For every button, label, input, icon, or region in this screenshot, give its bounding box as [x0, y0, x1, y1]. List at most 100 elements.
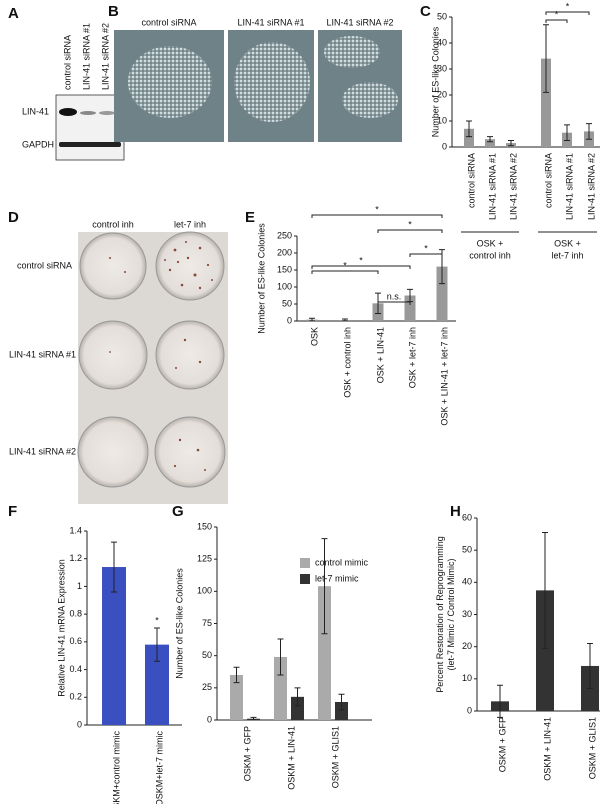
x-tick-label: LIN-41 siRNA #1 [564, 153, 574, 220]
panel-letter: C [420, 3, 431, 20]
lane-label: LIN-41 siRNA #2 [100, 23, 110, 90]
error-bar [309, 317, 315, 322]
bracket [311, 270, 379, 274]
y-tick-label: 75 [202, 618, 212, 628]
y-tick-label: 50 [202, 650, 212, 660]
annotation: n.s. [387, 291, 402, 301]
legend-label: let-7 mimic [315, 573, 359, 583]
bar [274, 656, 287, 720]
y-tick-label: 25 [202, 682, 212, 692]
error-bar [277, 638, 284, 676]
y-tick-label: 1.4 [69, 525, 82, 535]
panel-letter: H [450, 503, 461, 520]
x-tick-label: LIN-41 siRNA #2 [586, 153, 596, 220]
x-tick-label: OSK + LIN-41 + let-7 inh [439, 327, 449, 426]
legend-label: control mimic [315, 557, 369, 567]
y-tick-label: 125 [197, 554, 212, 564]
micrograph-label: LIN-41 siRNA #1 [237, 17, 304, 27]
y-axis-label: Relative LIN-41 mRNA Expression [56, 559, 66, 697]
row-label: LIN-41 [22, 106, 49, 116]
legend-swatch [300, 574, 310, 584]
y-tick-label: 50 [437, 11, 447, 21]
y-tick-label: 0 [442, 141, 447, 151]
group-label: OSK + [477, 238, 504, 248]
bar [404, 295, 416, 321]
x-tick-label: OSKM+let-7 mimic [154, 731, 164, 804]
bracket [377, 229, 443, 233]
y-axis-label: Number of ES-like Colonies [174, 568, 184, 679]
lane-label: control siRNA [62, 35, 72, 90]
y-tick-label: 40 [462, 577, 472, 587]
annotation: * [375, 204, 379, 214]
error-bar [154, 627, 160, 662]
y-tick-label: 50 [282, 298, 292, 308]
y-tick-label: 30 [437, 63, 447, 73]
bar [464, 128, 474, 147]
bar [102, 567, 126, 725]
y-tick-label: 0.2 [69, 692, 82, 702]
error-bar [586, 123, 592, 140]
error-bar [497, 684, 503, 718]
x-tick-label: OSK + LIN-41 [375, 327, 385, 383]
bar [485, 139, 495, 147]
x-tick-label: OSKM + GLIS1 [330, 726, 340, 788]
error-bar [233, 666, 240, 684]
lane-label: LIN-41 siRNA #1 [81, 23, 91, 90]
error-bar [564, 124, 570, 141]
micrograph-label: LIN-41 siRNA #2 [326, 17, 393, 27]
bracket [311, 214, 443, 218]
y-axis-label: Number of ES-like Colonies [256, 223, 266, 334]
x-tick-label: OSKM + GFP [497, 717, 507, 772]
y-tick-label: 20 [437, 89, 447, 99]
row-label: LIN-41 siRNA #2 [9, 446, 76, 456]
bracket [545, 19, 568, 23]
group-label: control inh [469, 250, 511, 260]
x-tick-label: OSKM+control mimic [111, 731, 121, 804]
error-bar [342, 318, 348, 322]
y-tick-label: 0.8 [69, 609, 82, 619]
column-label: let-7 inh [174, 219, 206, 229]
y-tick-label: 30 [462, 609, 472, 619]
error-bar [294, 687, 301, 707]
error-bar [508, 140, 514, 147]
panel-letter: E [245, 209, 255, 226]
column-label: control inh [92, 219, 134, 229]
bar [541, 58, 551, 147]
y-tick-label: 100 [197, 586, 212, 596]
y-tick-label: 0 [77, 719, 82, 729]
error-bar [587, 642, 593, 689]
y-tick-label: 40 [437, 37, 447, 47]
group-label: let-7 inh [551, 250, 583, 260]
bracket [377, 301, 411, 305]
x-tick-label: OSK + let-7 inh [407, 327, 417, 388]
y-tick-label: 250 [277, 230, 292, 240]
y-tick-label: 0.6 [69, 636, 82, 646]
bar [230, 674, 243, 720]
annotation: * [566, 1, 570, 11]
bar [291, 696, 304, 720]
annotation: * [555, 9, 559, 19]
row-label: GAPDH [22, 139, 54, 149]
annotation: * [408, 219, 412, 229]
y-tick-label: 200 [277, 247, 292, 257]
x-tick-label: OSK + control inh [342, 327, 352, 398]
annotation: * [343, 260, 347, 270]
error-bar [321, 538, 328, 635]
bracket [545, 11, 590, 15]
annotation: * [155, 615, 159, 625]
y-tick-label: 1.2 [69, 553, 82, 563]
y-axis-label: Percent Restoration of Reprogramming [435, 536, 445, 693]
bar [335, 701, 348, 720]
y-tick-label: 0.4 [69, 664, 82, 674]
error-bar [466, 120, 472, 138]
annotation: * [359, 255, 363, 265]
error-bar [487, 136, 493, 143]
panel-letter: G [172, 503, 184, 520]
annotation: * [424, 243, 428, 253]
bracket [409, 253, 443, 257]
blot [55, 94, 125, 161]
x-tick-label: LIN-41 siRNA #2 [508, 153, 518, 220]
x-tick-label: OSKM + GLIS1 [587, 717, 597, 779]
x-tick-label: OSKM + LIN-41 [542, 717, 552, 781]
